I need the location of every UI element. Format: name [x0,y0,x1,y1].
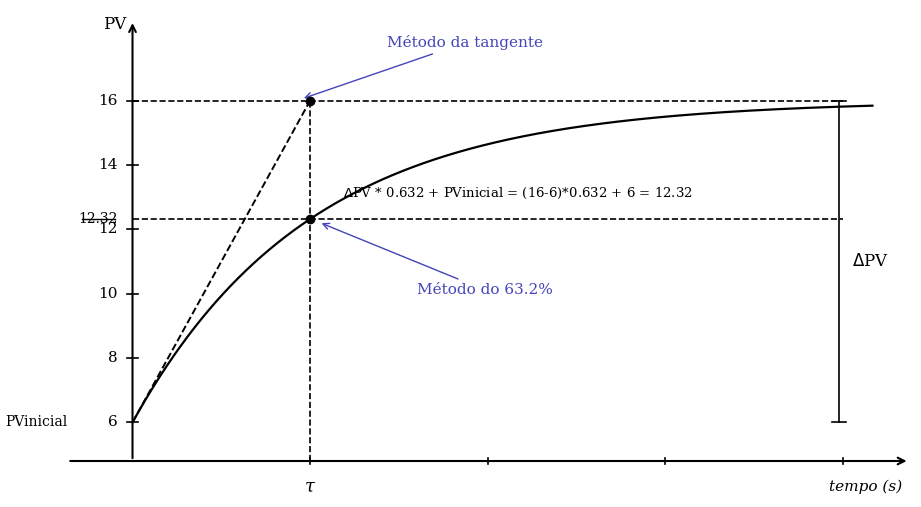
Text: tempo (s): tempo (s) [829,480,902,494]
Text: $\Delta$PV: $\Delta$PV [852,253,889,270]
Text: 8: 8 [108,351,118,365]
Text: 16: 16 [99,94,118,107]
Text: 6: 6 [108,415,118,429]
Text: $\Delta$PV * 0.632 + PVinicial = (16-6)*0.632 + 6 = 12.32: $\Delta$PV * 0.632 + PVinicial = (16-6)*… [343,186,693,201]
Text: PV: PV [103,16,126,33]
Text: 12: 12 [99,223,118,236]
Text: 10: 10 [99,287,118,301]
Text: Método da tangente: Método da tangente [305,35,543,98]
Text: 12.32: 12.32 [78,212,118,226]
Text: Método do 63.2%: Método do 63.2% [323,224,553,297]
Text: PVinicial: PVinicial [6,415,67,429]
Text: 14: 14 [99,158,118,172]
Text: τ: τ [305,478,315,496]
